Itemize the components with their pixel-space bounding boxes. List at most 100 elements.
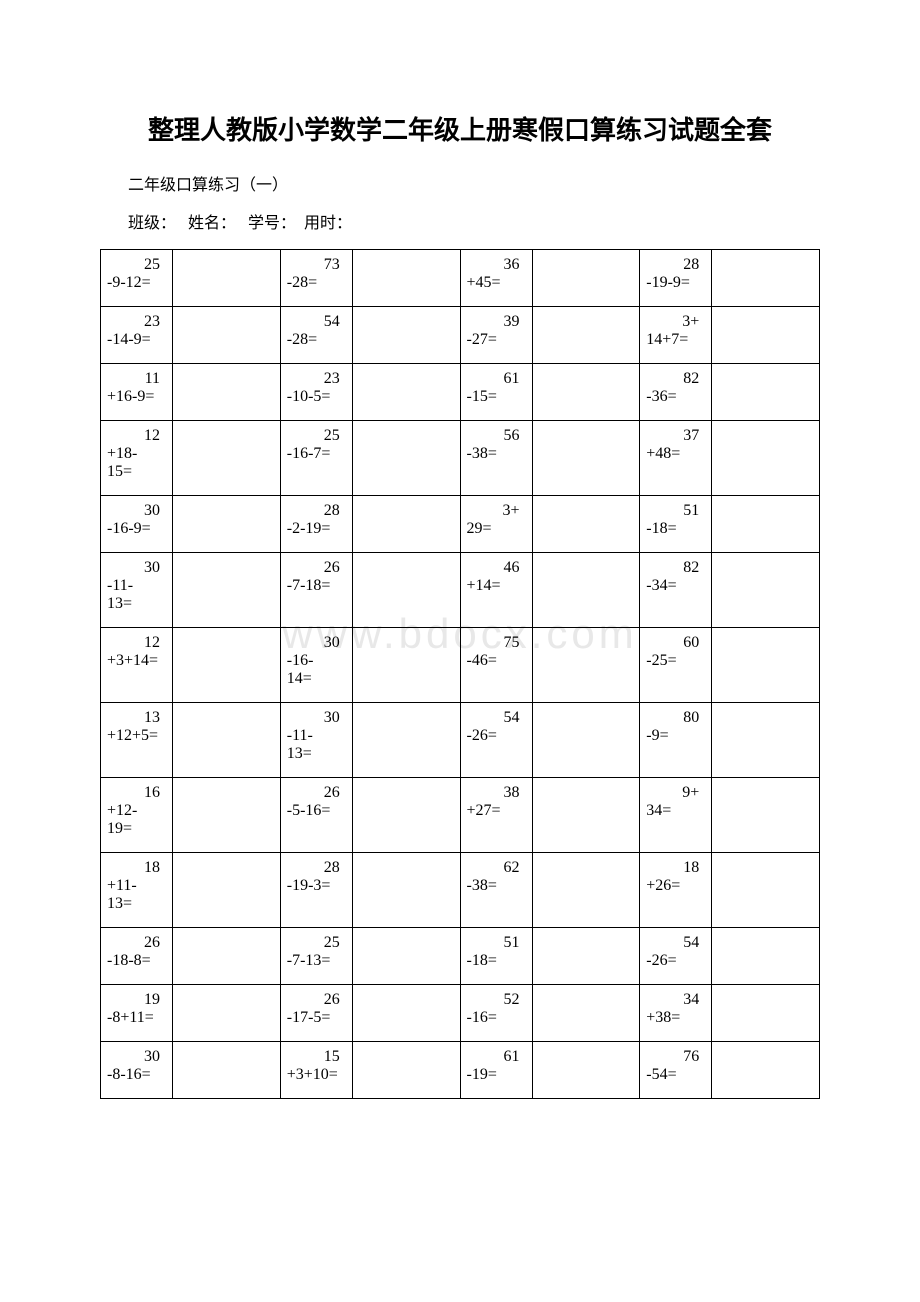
question-number: 3+	[465, 502, 528, 520]
question-expression: +14=	[465, 577, 528, 595]
answer-cell	[352, 364, 460, 421]
question-number: 26	[105, 934, 168, 952]
question-expression: -38=	[465, 877, 528, 895]
question-expression: -46=	[465, 652, 528, 670]
question-expression: -7-18=	[285, 577, 348, 595]
question-cell: 13+12+5=	[101, 703, 173, 778]
question-cell: 25-7-13=	[280, 928, 352, 985]
answer-cell	[712, 628, 820, 703]
question-expression: +16-9=	[105, 388, 168, 406]
answer-cell	[173, 985, 281, 1042]
question-expression: -9=	[644, 727, 707, 745]
question-expression: -19=	[465, 1066, 528, 1084]
question-cell: 60-25=	[640, 628, 712, 703]
question-cell: 12+3+14=	[101, 628, 173, 703]
question-number: 54	[644, 934, 707, 952]
question-expression: -10-5=	[285, 388, 348, 406]
question-number: 19	[105, 991, 168, 1009]
question-cell: 30-11-13=	[101, 553, 173, 628]
table-row: 30-11-13=26-7-18=46+14=82-34=	[101, 553, 820, 628]
question-expression: 29=	[465, 520, 528, 538]
question-cell: 76-54=	[640, 1042, 712, 1099]
question-number: 54	[465, 709, 528, 727]
studentno-label: 学号：	[248, 215, 296, 232]
answer-cell	[712, 496, 820, 553]
answer-cell	[352, 496, 460, 553]
question-cell: 34+38=	[640, 985, 712, 1042]
question-number: 28	[285, 502, 348, 520]
question-cell: 18+26=	[640, 853, 712, 928]
answer-cell	[173, 364, 281, 421]
question-cell: 61-19=	[460, 1042, 532, 1099]
question-cell: 23-14-9=	[101, 307, 173, 364]
answer-cell	[712, 928, 820, 985]
question-expression: -18-8=	[105, 952, 168, 970]
answer-cell	[712, 364, 820, 421]
answer-cell	[173, 250, 281, 307]
question-number: 60	[644, 634, 707, 652]
question-expression: +45=	[465, 274, 528, 292]
question-cell: 18+11-13=	[101, 853, 173, 928]
question-expression: +3+14=	[105, 652, 168, 670]
answer-cell	[532, 364, 640, 421]
answer-cell	[532, 703, 640, 778]
question-expression: -25=	[644, 652, 707, 670]
question-number: 51	[465, 934, 528, 952]
table-row: 13+12+5=30-11-13=54-26=80-9=	[101, 703, 820, 778]
answer-cell	[173, 553, 281, 628]
answer-cell	[352, 307, 460, 364]
answer-cell	[532, 250, 640, 307]
question-expression: +27=	[465, 802, 528, 820]
question-number: 13	[105, 709, 168, 727]
table-row: 12+18-15=25-16-7=56-38=37+48=	[101, 421, 820, 496]
question-number: 37	[644, 427, 707, 445]
question-expression: +38=	[644, 1009, 707, 1027]
question-number: 28	[644, 256, 707, 274]
question-number: 26	[285, 559, 348, 577]
question-expression: -8-16=	[105, 1066, 168, 1084]
table-row: 23-14-9=54-28=39-27=3+14+7=	[101, 307, 820, 364]
question-cell: 56-38=	[460, 421, 532, 496]
class-label: 班级：	[128, 215, 176, 232]
answer-cell	[352, 853, 460, 928]
answer-cell	[712, 1042, 820, 1099]
question-number: 9+	[644, 784, 707, 802]
question-number: 16	[105, 784, 168, 802]
question-expression: 14+7=	[644, 331, 707, 349]
question-cell: 37+48=	[640, 421, 712, 496]
question-number: 23	[285, 370, 348, 388]
question-cell: 62-38=	[460, 853, 532, 928]
question-number: 25	[105, 256, 168, 274]
answer-cell	[532, 307, 640, 364]
answer-cell	[352, 778, 460, 853]
question-expression: -5-16=	[285, 802, 348, 820]
answer-cell	[352, 703, 460, 778]
table-row: 26-18-8=25-7-13=51-18=54-26=	[101, 928, 820, 985]
question-expression: -19-9=	[644, 274, 707, 292]
question-number: 26	[285, 991, 348, 1009]
question-expression: +12+5=	[105, 727, 168, 745]
answer-cell	[532, 421, 640, 496]
question-cell: 25-9-12=	[101, 250, 173, 307]
question-expression: -26=	[644, 952, 707, 970]
question-expression: -11-13=	[105, 577, 168, 613]
practice-subtitle: 二年级口算练习（一）	[128, 171, 820, 195]
question-expression: -19-3=	[285, 877, 348, 895]
question-cell: 75-46=	[460, 628, 532, 703]
question-cell: 26-18-8=	[101, 928, 173, 985]
question-cell: 16+12-19=	[101, 778, 173, 853]
answer-cell	[352, 553, 460, 628]
question-cell: 28-19-3=	[280, 853, 352, 928]
time-label: 用时：	[304, 215, 352, 232]
answer-cell	[532, 628, 640, 703]
answer-cell	[173, 421, 281, 496]
question-expression: +26=	[644, 877, 707, 895]
question-cell: 54-26=	[460, 703, 532, 778]
question-expression: 34=	[644, 802, 707, 820]
question-number: 30	[285, 634, 348, 652]
question-number: 28	[285, 859, 348, 877]
question-cell: 11+16-9=	[101, 364, 173, 421]
question-number: 54	[285, 313, 348, 331]
question-number: 46	[465, 559, 528, 577]
question-expression: +48=	[644, 445, 707, 463]
